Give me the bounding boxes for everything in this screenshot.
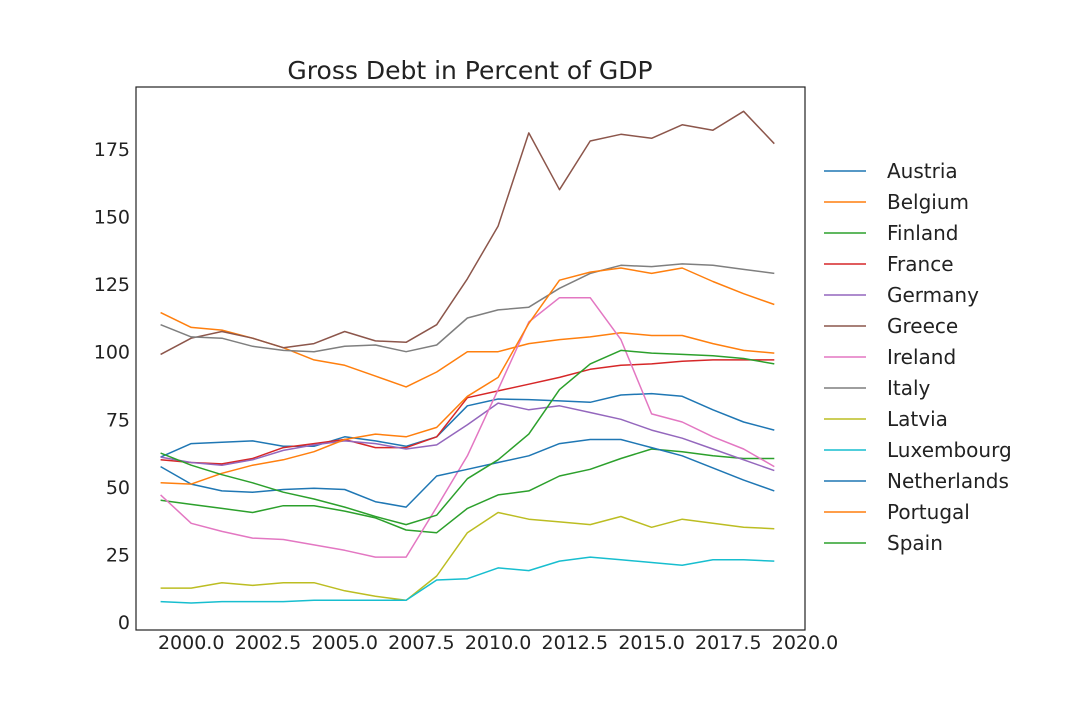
series-line-portugal — [160, 267, 775, 485]
legend-item: Greece — [824, 314, 958, 338]
legend-label: Italy — [887, 376, 931, 400]
x-tick-label: 2010.0 — [465, 632, 531, 654]
legend-item: Belgium — [824, 190, 969, 214]
legend-label: Luxembourg — [887, 438, 1012, 462]
legend-item: Austria — [824, 159, 958, 183]
legend: Austria Belgium Finland France Germany Greece… — [824, 159, 1012, 555]
y-tick-label: 25 — [106, 544, 130, 566]
legend-label: Portugal — [887, 500, 970, 524]
y-tick-label: 0 — [118, 612, 130, 634]
x-tick-label: 2000.0 — [158, 632, 224, 654]
series-line-luxembourg — [160, 556, 775, 604]
series-line-latvia — [160, 511, 775, 602]
x-tick-label: 2017.5 — [695, 632, 761, 654]
series-line-germany — [160, 402, 775, 472]
series-line-netherlands — [160, 438, 775, 508]
series-line-austria — [160, 392, 775, 458]
y-tick-label: 50 — [106, 477, 130, 499]
x-tick-label: 2020.0 — [772, 632, 838, 654]
x-tick-label: 2012.5 — [542, 632, 608, 654]
legend-label: Latvia — [887, 407, 948, 431]
y-tick-label: 100 — [94, 342, 130, 364]
legend-item: France — [824, 252, 954, 276]
legend-item: Spain — [824, 531, 943, 555]
legend-label: France — [887, 252, 954, 276]
legend-label: Netherlands — [887, 469, 1009, 493]
y-tick-label: 150 — [94, 207, 130, 229]
legend-label: Belgium — [887, 190, 969, 214]
legend-label: Austria — [887, 159, 958, 183]
legend-label: Germany — [887, 283, 979, 307]
series-line-italy — [160, 263, 775, 353]
series-line-spain — [160, 349, 775, 526]
x-tick-label: 2015.0 — [618, 632, 684, 654]
series-line-belgium — [160, 311, 775, 388]
plot-area — [160, 110, 775, 604]
y-tick-label: 75 — [106, 409, 130, 431]
x-tick-label: 2007.5 — [388, 632, 454, 654]
y-tick-label: 125 — [94, 274, 130, 296]
y-axis: 0 25 50 75 100 125 150 175 — [94, 139, 130, 634]
x-axis: 2000.0 2002.5 2005.0 2007.5 2010.0 2012.5 2015… — [158, 632, 838, 654]
legend-item: Finland — [824, 221, 958, 245]
legend-item: Italy — [824, 376, 931, 400]
legend-item: Portugal — [824, 500, 970, 524]
series-line-finland — [160, 448, 775, 534]
plot-frame — [135, 86, 806, 631]
series-line-greece — [160, 110, 775, 356]
legend-label: Finland — [887, 221, 958, 245]
legend-label: Greece — [887, 314, 958, 338]
legend-label: Spain — [887, 531, 943, 555]
y-tick-label: 175 — [94, 139, 130, 161]
legend-item: Netherlands — [824, 469, 1009, 493]
x-tick-label: 2002.5 — [235, 632, 301, 654]
series-line-france — [160, 359, 775, 465]
x-tick-label: 2005.0 — [311, 632, 377, 654]
chart-title: Gross Debt in Percent of GDP — [287, 56, 652, 85]
legend-item: Germany — [824, 283, 979, 307]
legend-label: Ireland — [887, 345, 956, 369]
series-line-ireland — [160, 296, 775, 558]
legend-item: Ireland — [824, 345, 956, 369]
legend-item: Latvia — [824, 407, 948, 431]
legend-item: Luxembourg — [824, 438, 1012, 462]
